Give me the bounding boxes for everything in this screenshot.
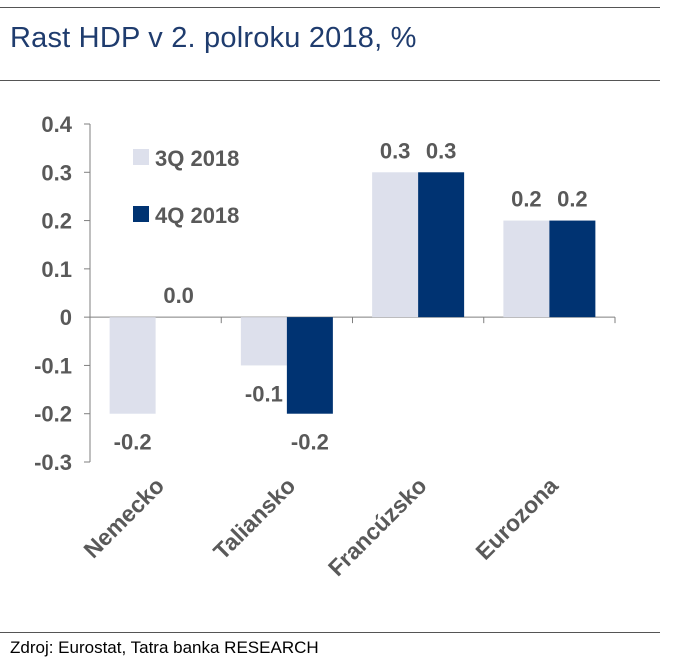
bottom-rule [0,632,660,633]
legend-swatch [133,149,149,165]
data-label: 0.0 [163,283,194,308]
bar-3q-2018-francúzsko [372,172,419,318]
data-label: 0.3 [380,138,411,163]
y-tick-label: -0.1 [34,353,72,378]
data-label: -0.2 [291,430,329,455]
top-rule [0,7,660,8]
y-tick-label: 0.1 [41,257,72,282]
data-label: 0.2 [511,187,542,212]
legend-swatch [133,206,149,222]
category-label: Nemecko [78,472,169,563]
legend-label: 4Q 2018 [155,203,239,228]
data-label: 0.3 [426,138,457,163]
legend-label: 3Q 2018 [155,146,239,171]
bar-4q-2018-francúzsko [418,172,465,318]
category-label: Taliansko [208,472,300,564]
y-tick-label: 0.2 [41,209,72,234]
data-label: 0.2 [557,187,588,212]
y-tick-label: -0.2 [34,402,72,427]
y-tick-label: 0.3 [41,160,72,185]
category-label: Francúzsko [323,472,432,581]
title-rule [0,80,660,81]
data-label: -0.2 [114,430,152,455]
bar-4q-2018-eurozona [549,220,596,318]
bar-chart: -0.3 -0.2 -0.1 0 0.1 0.2 0.3 0.4 -0.2 0.0 Nemecko -… [34,112,616,581]
bar-4q-2018-taliansko [286,317,333,414]
y-tick-label: -0.3 [34,450,72,475]
bar-3q-2018-nemecko [109,317,156,414]
bar-3q-2018-eurozona [503,220,550,318]
data-label: -0.1 [245,381,283,406]
y-tick-label: 0 [60,305,72,330]
source-note: Zdroj: Eurostat, Tatra banka RESEARCH [10,638,319,657]
chart-title: Rast HDP v 2. polroku 2018, % [10,22,417,54]
y-tick-label: 0.4 [41,112,72,137]
bar-3q-2018-taliansko [240,317,287,366]
category-label: Eurozona [470,472,563,565]
